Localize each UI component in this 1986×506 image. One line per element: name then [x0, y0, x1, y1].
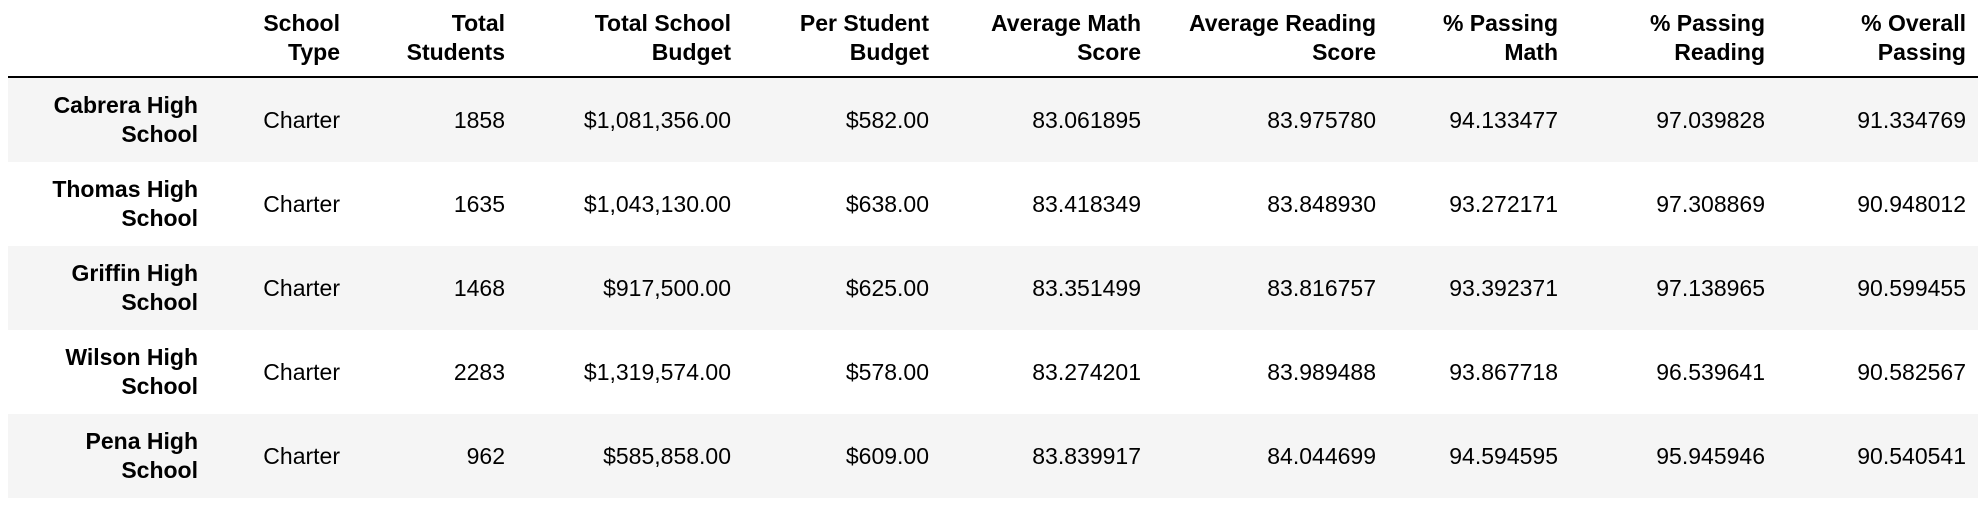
row-label: Thomas High School: [52, 176, 198, 231]
table-cell: 83.839917: [1032, 442, 1141, 469]
table-cell: 91.334769: [1857, 106, 1966, 133]
table-cell: 90.599455: [1857, 274, 1966, 301]
table-cell: 83.418349: [1032, 190, 1141, 217]
table-cell: 90.948012: [1857, 190, 1966, 217]
table-cell: 83.351499: [1032, 274, 1141, 301]
column-header: Average Reading Score: [1153, 0, 1388, 78]
table-cell: 90.582567: [1857, 358, 1966, 385]
table-row: Wilson High School Charter 2283 $1,319,5…: [8, 330, 1978, 414]
table-cell: 83.274201: [1032, 358, 1141, 385]
table-cell: $625.00: [845, 274, 929, 301]
table-row: Pena High School Charter 962 $585,858.00…: [8, 414, 1978, 498]
table-cell: Charter: [263, 442, 340, 469]
row-label: Pena High School: [85, 428, 198, 483]
table-cell: $1,081,356.00: [583, 106, 731, 133]
table-cell: 83.816757: [1267, 274, 1376, 301]
table-cell: 962: [466, 442, 505, 469]
table-cell: $578.00: [845, 358, 929, 385]
row-label: Cabrera High School: [53, 92, 198, 147]
table-cell: 96.539641: [1656, 358, 1765, 385]
table-cell: $1,043,130.00: [583, 190, 731, 217]
column-header: Total Students: [352, 0, 517, 78]
header-row: School Type Total Students Total School …: [8, 0, 1978, 78]
table-cell: 83.061895: [1032, 106, 1141, 133]
column-header: Per Student Budget: [743, 0, 941, 78]
table-cell: 90.540541: [1857, 442, 1966, 469]
table-cell: 94.594595: [1449, 442, 1558, 469]
column-header: % Passing Reading: [1570, 0, 1777, 78]
table-row: Thomas High School Charter 1635 $1,043,1…: [8, 162, 1978, 246]
column-header: % Passing Math: [1388, 0, 1570, 78]
table-cell: 93.392371: [1449, 274, 1558, 301]
table-cell: 93.272171: [1449, 190, 1558, 217]
column-header: Total School Budget: [517, 0, 743, 78]
table-cell: 97.039828: [1656, 106, 1765, 133]
row-label: Wilson High School: [65, 344, 198, 399]
table-cell: 93.867718: [1449, 358, 1558, 385]
table-cell: Charter: [263, 190, 340, 217]
table-cell: 97.138965: [1656, 274, 1765, 301]
table-cell: 83.989488: [1267, 358, 1376, 385]
table-cell: Charter: [263, 358, 340, 385]
table-cell: Charter: [263, 106, 340, 133]
column-header: School Type: [210, 0, 352, 78]
table-cell: $917,500.00: [603, 274, 731, 301]
table-cell: $609.00: [845, 442, 929, 469]
column-header: % Overall Passing: [1777, 0, 1978, 78]
table-cell: 83.975780: [1267, 106, 1376, 133]
table-cell: $582.00: [845, 106, 929, 133]
column-header: Average Math Score: [941, 0, 1153, 78]
table-cell: Charter: [263, 274, 340, 301]
table-cell: 1468: [453, 274, 505, 301]
table-cell: 94.133477: [1449, 106, 1558, 133]
table-cell: 84.044699: [1267, 442, 1376, 469]
table-cell: 83.848930: [1267, 190, 1376, 217]
table-cell: 1635: [453, 190, 505, 217]
school-summary-table: School Type Total Students Total School …: [8, 0, 1978, 498]
table-row: Griffin High School Charter 1468 $917,50…: [8, 246, 1978, 330]
table-cell: 95.945946: [1656, 442, 1765, 469]
table-cell: 97.308869: [1656, 190, 1765, 217]
row-label: Griffin High School: [71, 260, 198, 315]
table-cell: $638.00: [845, 190, 929, 217]
table-cell: $1,319,574.00: [583, 358, 731, 385]
table-cell: 1858: [453, 106, 505, 133]
index-header: [8, 0, 210, 78]
table-cell: 2283: [453, 358, 505, 385]
table-row: Cabrera High School Charter 1858 $1,081,…: [8, 77, 1978, 162]
table-cell: $585,858.00: [603, 442, 731, 469]
